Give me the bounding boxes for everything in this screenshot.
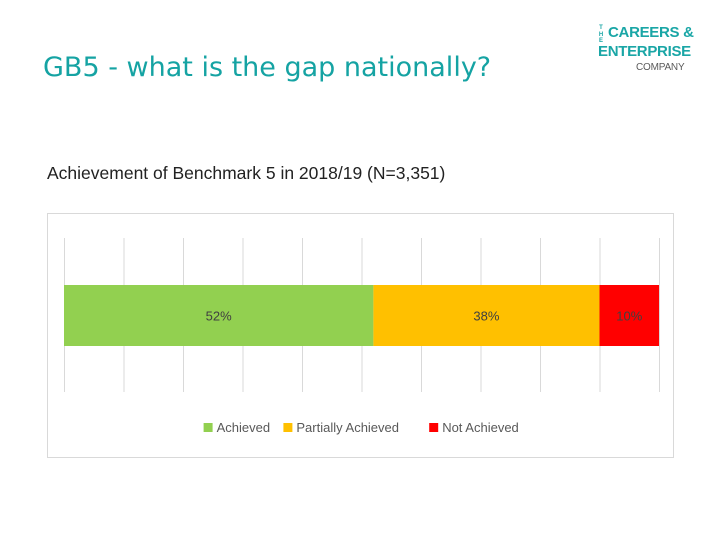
legend-label: Achieved bbox=[217, 420, 270, 435]
logo-line-1: CAREERS & bbox=[608, 24, 694, 41]
legend-swatch bbox=[203, 423, 213, 432]
bar-segment-partially-achieved bbox=[373, 285, 600, 346]
chart-title: Achievement of Benchmark 5 in 2018/19 (N… bbox=[47, 163, 446, 183]
slide-title: GB5 - what is the gap nationally? bbox=[43, 52, 492, 83]
legend-label: Partially Achieved bbox=[296, 420, 399, 435]
legend-label: Not Achieved bbox=[442, 420, 519, 435]
data-label: 10% bbox=[616, 309, 642, 324]
data-label: 38% bbox=[473, 309, 499, 324]
data-label: 52% bbox=[206, 309, 232, 324]
logo-line-3: COMPANY bbox=[636, 62, 685, 73]
bar-segment-not-achieved bbox=[599, 285, 659, 346]
bar-segment-achieved bbox=[64, 285, 374, 346]
chart-area: 52% 38% 10% Achieved Partially Achieved Not A… bbox=[47, 213, 674, 458]
logo-line-2: ENTERPRISE bbox=[598, 43, 691, 60]
stacked-bar-chart: 52% 38% 10% Achieved Partially Achieved Not A… bbox=[64, 238, 660, 435]
legend-swatch bbox=[429, 423, 439, 432]
legend-swatch bbox=[283, 423, 293, 432]
